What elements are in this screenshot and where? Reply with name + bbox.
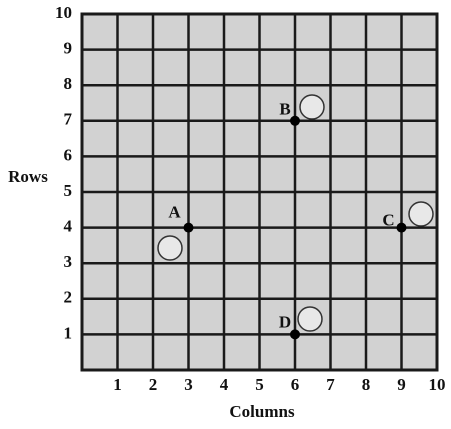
point <box>290 329 300 340</box>
x-tick-label: 5 <box>255 375 264 394</box>
face-icon <box>408 201 434 227</box>
y-tick-label: 3 <box>64 252 73 271</box>
face-icon <box>299 94 325 120</box>
y-tick-label: 4 <box>64 217 73 236</box>
y-tick-label: 7 <box>64 110 73 129</box>
x-tick-label: 2 <box>149 375 158 394</box>
point-label: C <box>382 211 394 230</box>
point <box>290 115 300 126</box>
point <box>396 222 407 233</box>
y-tick-label: 5 <box>64 181 73 200</box>
point-label: A <box>168 203 181 222</box>
x-tick-label: 9 <box>397 375 406 394</box>
point-label: D <box>279 312 291 331</box>
face-icons <box>157 94 434 332</box>
face-icon <box>157 235 183 261</box>
y-tick-label: 2 <box>64 288 73 307</box>
y-tick-label: 1 <box>64 323 73 342</box>
y-axis-label: Rows <box>8 167 48 186</box>
point <box>183 222 194 233</box>
x-tick-label: 7 <box>326 375 335 394</box>
y-tick-label: 6 <box>64 145 73 164</box>
x-tick-label: 10 <box>429 375 446 394</box>
x-tick-label: 6 <box>291 375 300 394</box>
x-tick-label: 4 <box>220 375 229 394</box>
y-tick-label: 9 <box>64 39 73 58</box>
x-tick-label: 8 <box>362 375 371 394</box>
x-tick-label: 3 <box>184 375 193 394</box>
face-icon <box>297 306 323 332</box>
x-tick-label: 1 <box>113 375 122 394</box>
point-label: B <box>279 100 290 119</box>
y-tick-label: 10 <box>55 3 72 22</box>
y-tick-label: 8 <box>64 74 73 93</box>
x-axis-label: Columns <box>229 402 295 421</box>
